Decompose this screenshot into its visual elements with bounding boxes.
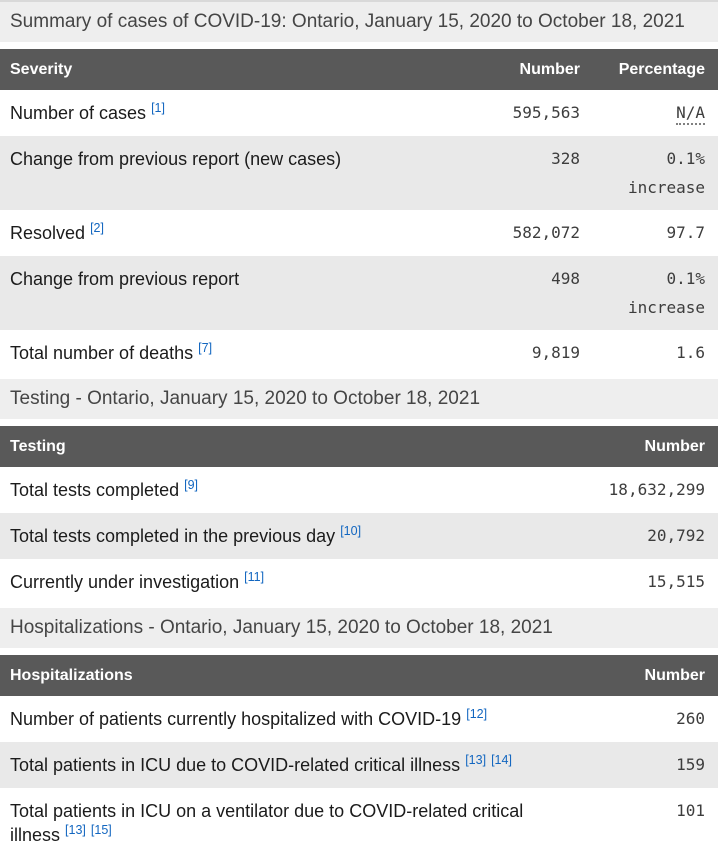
- data-table-section: Summary of cases of COVID-19: Ontario, J…: [0, 2, 718, 376]
- percentage-cell: 97.7: [593, 210, 718, 256]
- footnote-ref: [14]: [491, 753, 512, 767]
- row-label-cell: Number of cases [1]: [0, 90, 478, 136]
- row-label: Resolved: [10, 223, 86, 243]
- table-caption: Summary of cases of COVID-19: Ontario, J…: [0, 2, 718, 42]
- percentage-value: 97.7: [666, 223, 705, 242]
- row-label: Total tests completed in the previous da…: [10, 526, 336, 546]
- data-table: Testing Number Total tests completed [9] 1…: [0, 426, 718, 605]
- column-header-testing: Testing: [0, 426, 583, 467]
- percentage-cell: N/A: [593, 90, 718, 136]
- number-cell: 15,515: [647, 572, 705, 591]
- number-cell: 20,792: [647, 526, 705, 545]
- footnote-ref: [10]: [340, 524, 361, 538]
- footnote-link[interactable]: [13]: [65, 823, 86, 837]
- footnote-ref: [13]: [465, 753, 486, 767]
- data-table-section: Testing - Ontario, January 15, 2020 to O…: [0, 379, 718, 605]
- footnote-link[interactable]: [1]: [151, 101, 165, 115]
- percentage-value: 1.6: [676, 343, 705, 362]
- table-caption: Testing - Ontario, January 15, 2020 to O…: [0, 379, 718, 419]
- footnote-ref: [9]: [184, 478, 198, 492]
- row-label-cell: Resolved [2]: [0, 210, 478, 256]
- number-cell: 328: [551, 149, 580, 168]
- percentage-note: increase: [627, 178, 705, 197]
- footnote-link[interactable]: [13]: [465, 753, 487, 767]
- column-header-number: Number: [583, 655, 718, 696]
- footnote-link[interactable]: [10]: [340, 524, 362, 538]
- row-label: Number of cases: [10, 103, 147, 123]
- not-applicable-abbreviation[interactable]: N/A: [676, 103, 705, 125]
- percentage-value: 0.1%: [666, 149, 705, 168]
- table-caption: Hospitalizations - Ontario, January 15, …: [0, 608, 718, 648]
- row-label: Total number of deaths: [10, 343, 194, 363]
- row-label-cell: Currently under investigation [11]: [0, 559, 583, 605]
- row-label: Change from previous report (new cases): [10, 149, 342, 169]
- footnote-link[interactable]: [12]: [466, 707, 488, 721]
- number-cell: 595,563: [512, 103, 580, 122]
- table-row: Total patients in ICU due to COVID-relat…: [0, 742, 718, 788]
- footnote-ref: [13]: [65, 823, 86, 837]
- footnote-link[interactable]: [2]: [90, 221, 104, 235]
- row-label: Change from previous report: [10, 269, 240, 289]
- footnote-ref: [1]: [151, 101, 165, 115]
- row-label: Total patients in ICU on a ventilator du…: [10, 801, 524, 845]
- footnote-link[interactable]: [11]: [244, 570, 265, 584]
- table-row: Change from previous report (new cases) 3…: [0, 136, 718, 210]
- number-cell: 498: [551, 269, 580, 288]
- percentage-cell: 0.1% increase: [593, 256, 718, 330]
- table-header-row: Severity Number Percentage: [0, 49, 718, 90]
- row-label: Currently under investigation: [10, 572, 240, 592]
- percentage-note: increase: [627, 298, 705, 317]
- footnote-link[interactable]: [14]: [491, 753, 512, 767]
- column-header-severity: Severity: [0, 49, 478, 90]
- column-header-number: Number: [583, 426, 718, 467]
- data-table-section: Hospitalizations - Ontario, January 15, …: [0, 608, 718, 858]
- footnote-ref: [15]: [91, 823, 112, 837]
- footnote-ref: [7]: [198, 341, 212, 355]
- percentage-cell: 1.6: [593, 330, 718, 376]
- footnote-ref: [12]: [466, 707, 487, 721]
- row-label-cell: Total tests completed in the previous da…: [0, 513, 583, 559]
- data-table: Hospitalizations Number Number of patient…: [0, 655, 718, 858]
- row-label: Total patients in ICU due to COVID-relat…: [10, 755, 461, 775]
- column-header-hospitalizations: Hospitalizations: [0, 655, 583, 696]
- row-label-cell: Total tests completed [9]: [0, 467, 583, 513]
- number-cell: 101: [676, 801, 705, 820]
- row-label: Number of patients currently hospitalize…: [10, 709, 462, 729]
- number-cell: 260: [676, 709, 705, 728]
- table-row: Number of patients currently hospitalize…: [0, 696, 718, 742]
- row-label-cell: Total number of deaths [7]: [0, 330, 478, 376]
- row-label: Total tests completed: [10, 480, 180, 500]
- column-header-number: Number: [478, 49, 593, 90]
- table-row: Resolved [2] 582,072 97.7: [0, 210, 718, 256]
- number-cell: 159: [676, 755, 705, 774]
- table-row: Number of cases [1] 595,563 N/A: [0, 90, 718, 136]
- footnote-link[interactable]: [7]: [198, 341, 213, 355]
- column-header-percentage: Percentage: [593, 49, 718, 90]
- percentage-value: 0.1%: [666, 269, 705, 288]
- data-table: Severity Number Percentage Number of cases…: [0, 49, 718, 376]
- table-header-row: Hospitalizations Number: [0, 655, 718, 696]
- number-cell: 582,072: [512, 223, 580, 242]
- table-row: Total tests completed in the previous da…: [0, 513, 718, 559]
- row-label-cell: Total patients in ICU on a ventilator du…: [0, 788, 583, 858]
- table-header-row: Testing Number: [0, 426, 718, 467]
- number-cell: 9,819: [531, 343, 580, 362]
- row-label-cell: Total patients in ICU due to COVID-relat…: [0, 742, 583, 788]
- table-row: Change from previous report 498 0.1% increa…: [0, 256, 718, 330]
- number-cell: 18,632,299: [608, 480, 705, 499]
- footnote-link[interactable]: [15]: [90, 823, 112, 837]
- row-label-cell: Change from previous report: [0, 256, 478, 330]
- row-label-cell: Change from previous report (new cases): [0, 136, 478, 210]
- row-label-cell: Number of patients currently hospitalize…: [0, 696, 583, 742]
- table-row: Currently under investigation [11] 15,515: [0, 559, 718, 605]
- footnote-ref: [11]: [244, 570, 264, 584]
- table-row: Total number of deaths [7] 9,819 1.6: [0, 330, 718, 376]
- percentage-cell: 0.1% increase: [593, 136, 718, 210]
- table-row: Total patients in ICU on a ventilator du…: [0, 788, 718, 858]
- footnote-link[interactable]: [9]: [184, 478, 199, 492]
- table-row: Total tests completed [9] 18,632,299: [0, 467, 718, 513]
- footnote-ref: [2]: [90, 221, 104, 235]
